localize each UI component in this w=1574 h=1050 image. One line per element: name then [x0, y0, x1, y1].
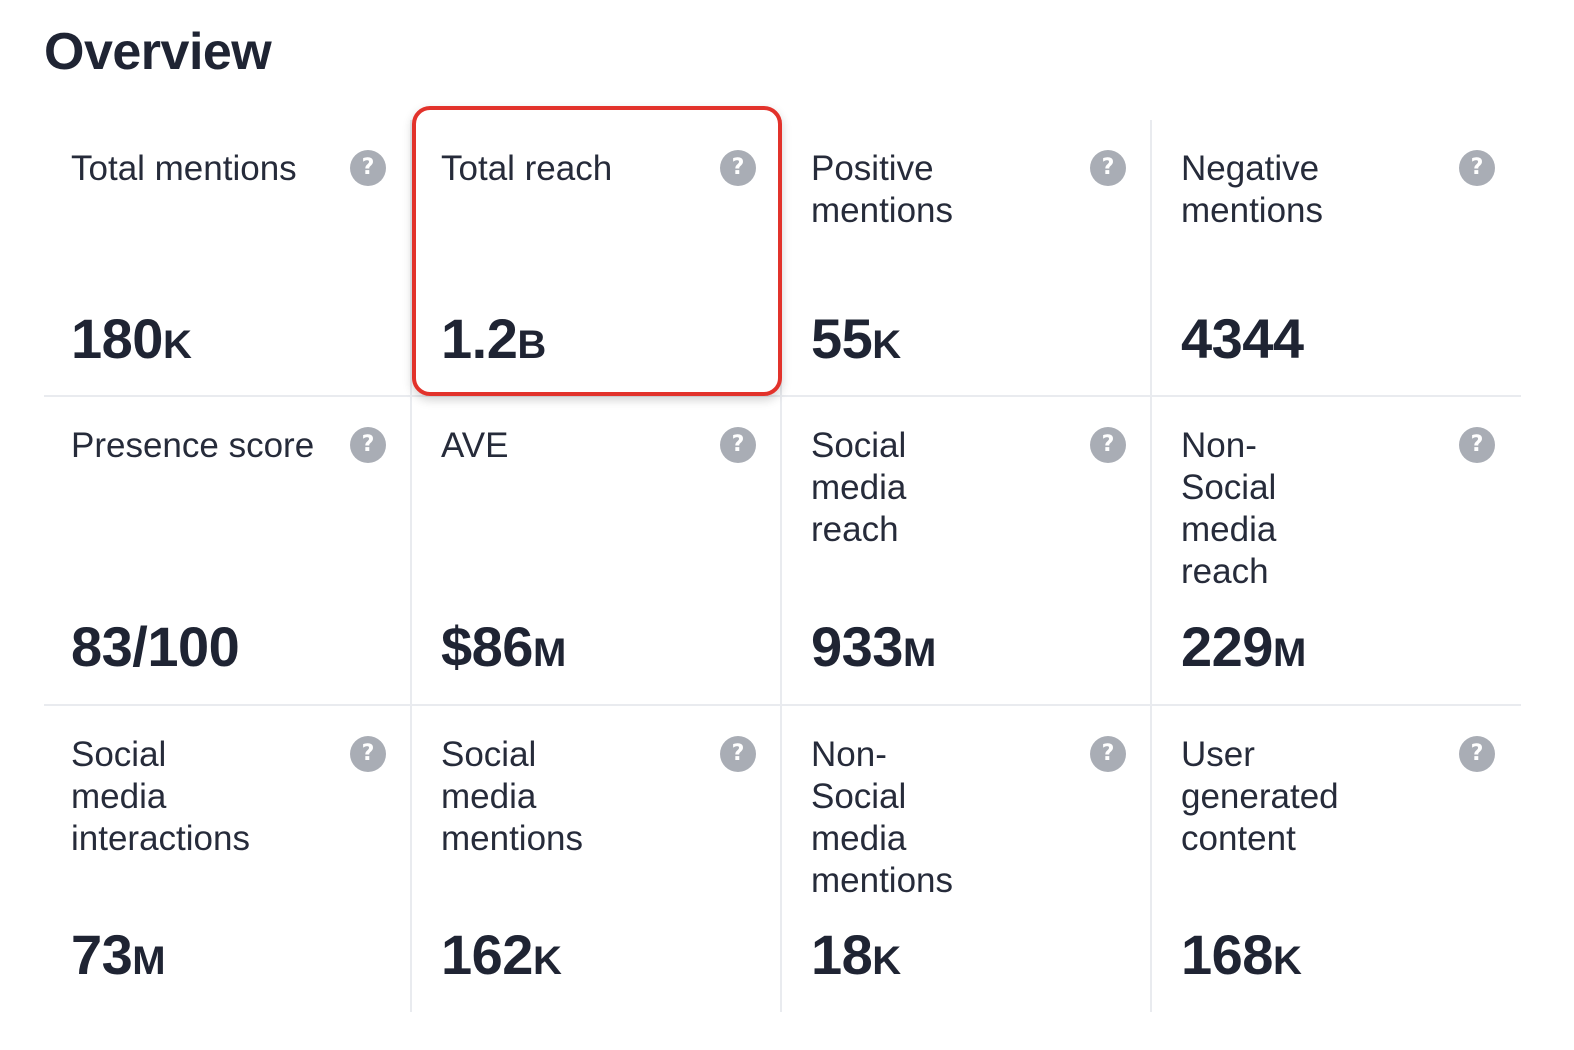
- help-icon[interactable]: ?: [350, 150, 386, 186]
- metric-card-social-media-reach: Social media reach ? 933M: [784, 397, 1152, 705]
- metric-card-ave: AVE ? $86M: [414, 397, 782, 705]
- metric-value: 180K: [71, 307, 192, 370]
- help-icon[interactable]: ?: [350, 736, 386, 772]
- metric-card-presence-score: Presence score ? 83/100: [44, 397, 412, 705]
- help-icon[interactable]: ?: [1459, 736, 1495, 772]
- metric-label: User generated content: [1181, 735, 1339, 858]
- metric-value: 73M: [71, 923, 166, 986]
- metric-card-social-media-interactions: Social media interactions ? 73M: [44, 706, 412, 1012]
- help-icon[interactable]: ?: [720, 736, 756, 772]
- metric-card-non-social-media-reach: Non-Social media reach ? 229M: [1154, 397, 1521, 705]
- row-divider: [44, 395, 1521, 397]
- metric-value: 18K: [811, 923, 901, 986]
- metric-label: Positive mentions: [811, 149, 954, 230]
- help-icon[interactable]: ?: [1459, 150, 1495, 186]
- metric-label: AVE: [441, 426, 509, 465]
- metric-label: Total reach: [441, 149, 613, 188]
- metric-label: Non-Social media reach: [1181, 426, 1277, 591]
- metric-value: 55K: [811, 307, 901, 370]
- metric-card-negative-mentions: Negative mentions ? 4344: [1154, 120, 1521, 396]
- metric-value: 933M: [811, 615, 936, 678]
- help-icon[interactable]: ?: [350, 427, 386, 463]
- overview-metrics-grid: Total mentions ? 180K Total reach ? 1.2B…: [44, 106, 1521, 1012]
- metric-label: Presence score: [71, 426, 315, 465]
- metric-label: Social media interactions: [71, 735, 250, 858]
- metric-card-positive-mentions: Positive mentions ? 55K: [784, 120, 1152, 396]
- metric-value: 229M: [1181, 615, 1306, 678]
- metric-value: 168K: [1181, 923, 1302, 986]
- metric-value: 83/100: [71, 615, 240, 678]
- metric-value: 1.2B: [441, 307, 546, 370]
- metric-label: Negative mentions: [1181, 149, 1324, 230]
- page-title: Overview: [44, 23, 272, 81]
- row-divider: [44, 704, 1521, 706]
- help-icon[interactable]: ?: [1090, 427, 1126, 463]
- help-icon[interactable]: ?: [720, 150, 756, 186]
- metric-value: 4344: [1181, 307, 1304, 370]
- metric-card-total-mentions: Total mentions ? 180K: [44, 120, 412, 396]
- help-icon[interactable]: ?: [1459, 427, 1495, 463]
- metric-label: Social media reach: [811, 426, 907, 549]
- help-icon[interactable]: ?: [1090, 150, 1126, 186]
- metric-label: Total mentions: [71, 149, 297, 188]
- help-icon[interactable]: ?: [720, 427, 756, 463]
- help-icon[interactable]: ?: [1090, 736, 1126, 772]
- metric-value: $86M: [441, 615, 566, 678]
- metric-card-social-media-mentions: Social media mentions ? 162K: [414, 706, 782, 1012]
- metric-value: 162K: [441, 923, 562, 986]
- metric-label: Non-Social media mentions: [811, 735, 954, 900]
- column-divider: [1150, 120, 1152, 1012]
- column-divider: [410, 120, 412, 1012]
- column-divider: [780, 120, 782, 1012]
- metric-card-user-generated-content: User generated content ? 168K: [1154, 706, 1521, 1012]
- metric-card-non-social-media-mentions: Non-Social media mentions ? 18K: [784, 706, 1152, 1012]
- metric-card-total-reach: Total reach ? 1.2B: [414, 120, 782, 396]
- metric-label: Social media mentions: [441, 735, 584, 858]
